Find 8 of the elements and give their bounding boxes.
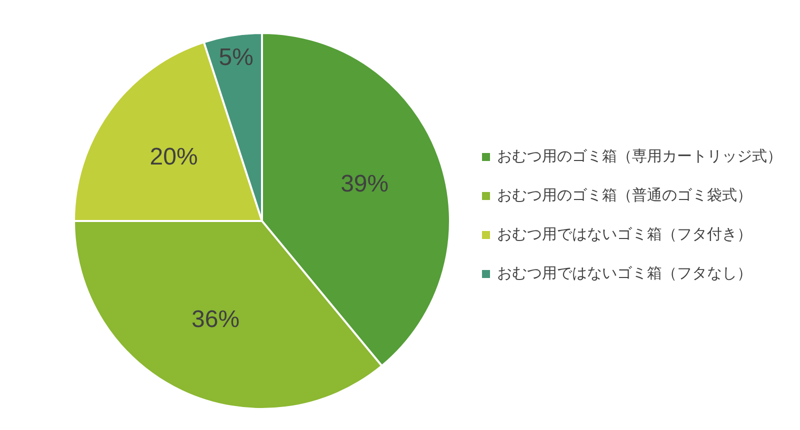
legend-label: おむつ用ではないゴミ箱（フタなし）	[497, 264, 752, 283]
legend-label: おむつ用ではないゴミ箱（フタ付き）	[497, 225, 752, 244]
data-label: 39%	[340, 170, 389, 198]
data-label: 5%	[218, 44, 254, 72]
legend-label: おむつ用のゴミ箱（普通のゴミ袋式）	[497, 186, 752, 205]
legend-label: おむつ用のゴミ箱（専用カートリッジ式）	[497, 147, 782, 166]
data-label: 36%	[192, 306, 240, 334]
data-label: 20%	[150, 143, 198, 170]
